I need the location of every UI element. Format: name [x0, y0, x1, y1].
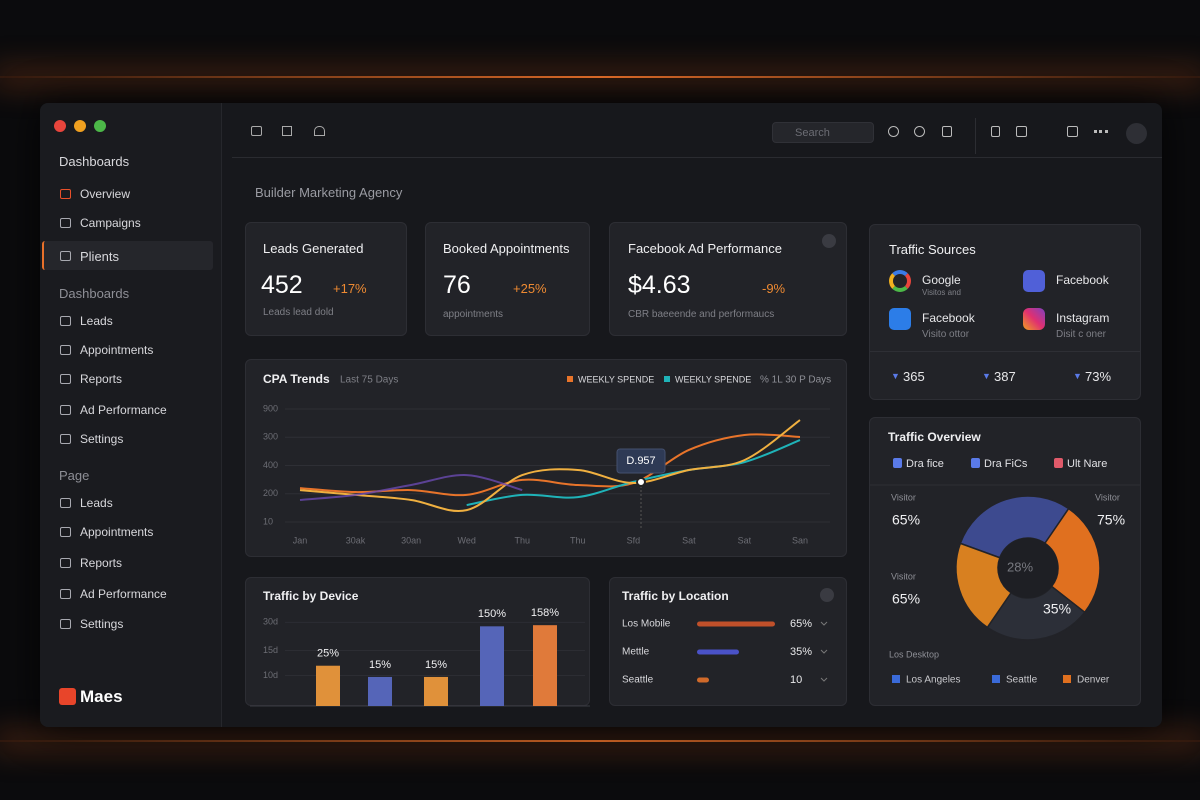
nav-section: Dashboards — [59, 154, 130, 169]
toolbar-icon[interactable] — [1016, 126, 1027, 137]
kpi-value: 452 — [261, 271, 303, 299]
nav-icon — [60, 434, 71, 444]
nav-icon — [60, 498, 71, 508]
nav-item[interactable]: Appointments — [80, 525, 154, 539]
nav-icon — [60, 405, 71, 415]
divider — [870, 351, 1140, 352]
nav-icon — [60, 619, 71, 629]
nav-item[interactable]: Settings — [80, 617, 124, 631]
more-icon[interactable] — [1094, 130, 1108, 133]
facebook-icon — [1023, 270, 1045, 292]
trend-icon: ▼ — [982, 371, 991, 381]
card-title: Traffic Sources — [889, 242, 976, 257]
max-dot[interactable] — [94, 120, 106, 132]
facebook-icon — [889, 308, 911, 330]
kpi-sub: appointments — [443, 309, 504, 320]
nav-item[interactable]: Settings — [80, 432, 124, 446]
toolbar-icon[interactable] — [1067, 126, 1078, 137]
nav-icon — [60, 345, 71, 355]
nav-item[interactable]: Appointments — [80, 343, 154, 357]
cpa-card — [245, 359, 847, 557]
kpi-sub: CBR baeeende and performaucs — [628, 309, 775, 320]
kpi-sub: Leads lead dold — [263, 307, 334, 318]
nav-section: Page — [59, 468, 90, 483]
traffic-sources-card: Traffic Sources Google Visitos and Faceb… — [869, 224, 1141, 400]
nav-item[interactable]: Overview — [80, 187, 131, 201]
nav-icon — [60, 558, 71, 568]
search-box[interactable]: Search — [772, 122, 874, 143]
toolbar-divider — [232, 157, 1162, 158]
kpi-card: Facebook Ad Performance $4.63 -9% CBR ba… — [609, 222, 847, 336]
logo-icon — [59, 688, 76, 705]
nav-item[interactable]: Reports — [80, 556, 123, 570]
source-stat: 387 — [994, 369, 1016, 384]
min-dot[interactable] — [74, 120, 86, 132]
toolbar-icon[interactable] — [282, 126, 292, 136]
trend-icon: ▼ — [891, 371, 900, 381]
card-close[interactable] — [822, 234, 836, 248]
glow-line — [0, 740, 1200, 742]
kpi-card: Leads Generated 452 +17% Leads lead dold — [245, 222, 407, 336]
toolbar-icon[interactable] — [888, 126, 899, 137]
device-card — [245, 577, 590, 706]
kpi-title: Leads Generated — [263, 241, 364, 256]
toolbar-icon[interactable] — [314, 126, 325, 136]
nav-icon — [60, 316, 71, 326]
kpi-card: Booked Appointments 76 +25% appointments — [425, 222, 590, 336]
nav-item[interactable]: Reports — [80, 372, 123, 386]
close-dot[interactable] — [54, 120, 66, 132]
toolbar-icon[interactable] — [942, 126, 952, 137]
google-icon — [889, 270, 911, 292]
source-name: Google — [922, 273, 961, 287]
nav-icon — [60, 374, 71, 384]
source-sub: Visito ottor — [922, 329, 970, 340]
nav-icon — [60, 218, 71, 228]
nav-item[interactable]: Ad Performance — [80, 403, 167, 417]
nav-icon — [60, 589, 71, 599]
instagram-icon — [1023, 308, 1045, 330]
search-placeholder: Search — [795, 127, 830, 139]
sidebar: Maes Dashboards Overview Campaigns Plients D… — [40, 103, 222, 727]
nav-section: Dashboards — [59, 286, 130, 301]
nav-item[interactable]: Ad Performance — [80, 587, 167, 601]
kpi-title: Booked Appointments — [443, 241, 570, 256]
trend-icon: ▼ — [1073, 371, 1082, 381]
source-stat: 365 — [903, 369, 925, 384]
glow-line — [0, 76, 1200, 78]
nav-icon — [60, 189, 71, 199]
nav-item[interactable]: Leads — [80, 314, 113, 328]
kpi-change: +25% — [513, 281, 547, 296]
source-name: Facebook — [922, 311, 975, 325]
toolbar-icon[interactable] — [991, 126, 1000, 137]
nav-item[interactable]: Plients — [80, 249, 120, 264]
nav-item[interactable]: Leads — [80, 496, 113, 510]
location-card — [609, 577, 847, 706]
close-button[interactable] — [1126, 123, 1147, 144]
overview-card — [869, 417, 1141, 706]
toolbar-icon[interactable] — [914, 126, 925, 137]
nav-icon — [60, 527, 71, 537]
nav-icon — [60, 251, 71, 261]
toolbar-icon[interactable] — [251, 126, 262, 136]
source-name: Instagram — [1056, 311, 1110, 325]
nav-item[interactable]: Campaigns — [80, 216, 141, 230]
source-sub: Visitos and — [922, 288, 961, 297]
source-name: Facebook — [1056, 273, 1109, 287]
kpi-title: Facebook Ad Performance — [628, 241, 782, 256]
page-title: Builder Marketing Agency — [255, 185, 403, 200]
kpi-value: 76 — [443, 271, 471, 299]
logo-text: Maes — [80, 687, 123, 706]
toolbar-sep — [975, 118, 976, 154]
source-sub: Disit c oner — [1056, 329, 1107, 340]
kpi-value: $4.63 — [628, 271, 691, 299]
kpi-change: -9% — [762, 281, 786, 296]
source-stat: 73% — [1085, 369, 1112, 384]
kpi-change: +17% — [333, 281, 367, 296]
